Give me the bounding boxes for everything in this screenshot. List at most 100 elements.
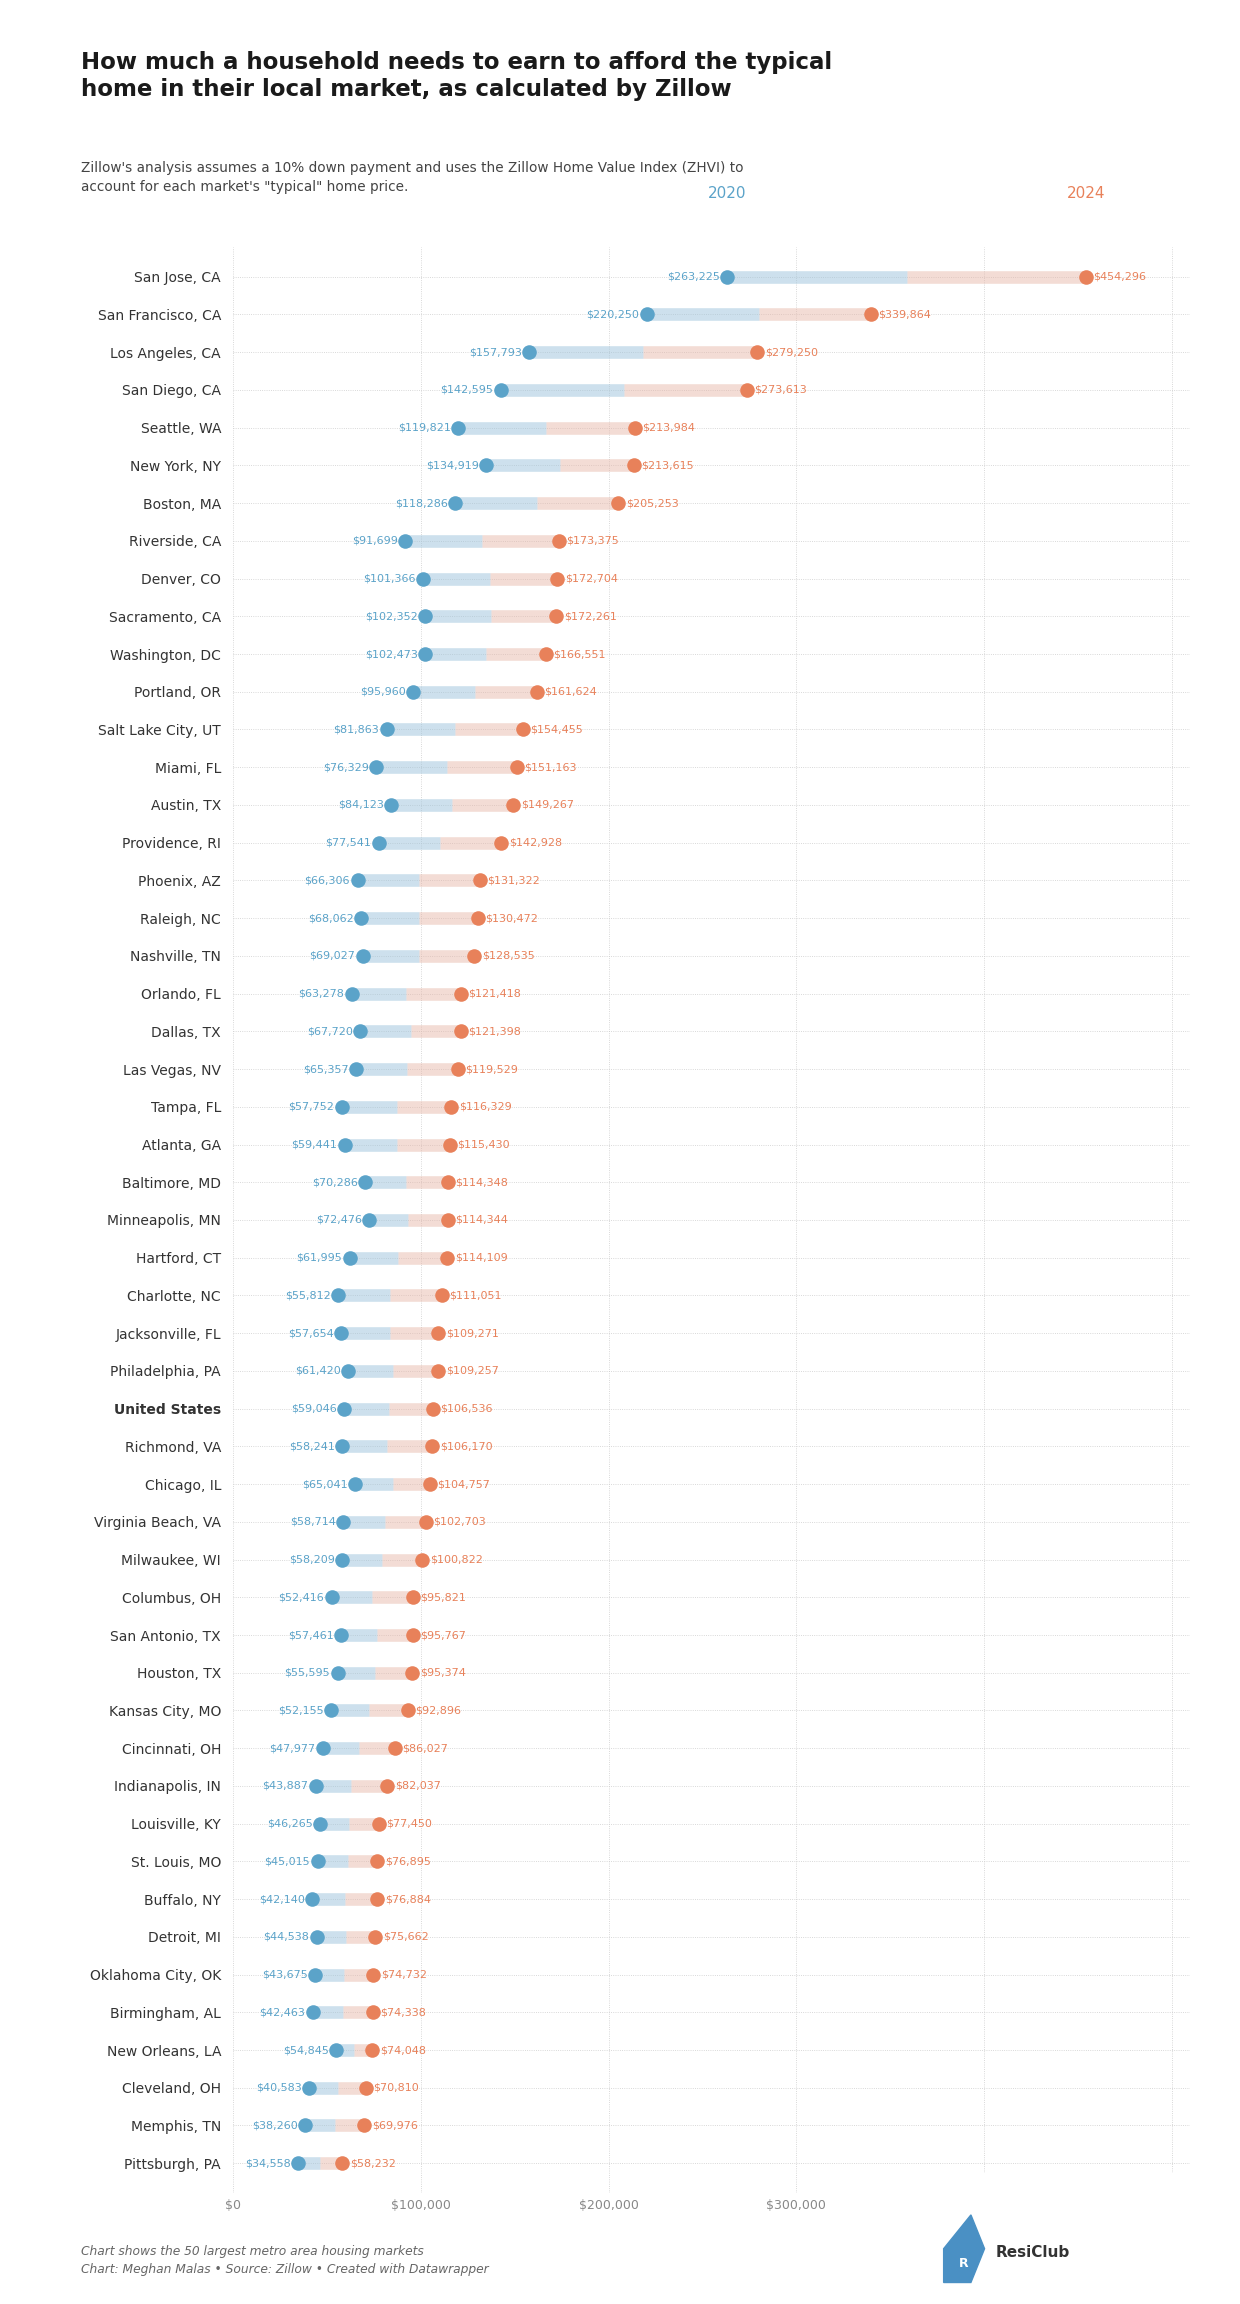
Point [438,1164,458,1200]
Point [737,371,756,408]
Point [398,1691,418,1728]
Text: $109,257: $109,257 [445,1366,498,1375]
Text: $65,357: $65,357 [303,1064,348,1074]
Text: $121,398: $121,398 [469,1025,521,1037]
Point [423,1428,443,1465]
Text: $115,430: $115,430 [458,1140,510,1150]
Text: $42,140: $42,140 [259,1894,305,1903]
Point [440,1127,460,1164]
Text: $59,441: $59,441 [291,1140,337,1150]
Point [403,1578,423,1615]
Text: $58,209: $58,209 [289,1555,335,1564]
Text: $142,928: $142,928 [508,839,562,848]
Point [331,1617,351,1654]
Text: $106,170: $106,170 [440,1442,492,1452]
Point [363,1956,383,1993]
Text: $72,476: $72,476 [316,1214,362,1226]
Point [441,1087,461,1124]
Text: Chart: Meghan Malas • Source: Zillow • Created with Datawrapper: Chart: Meghan Malas • Source: Zillow • C… [81,2263,489,2276]
Point [326,2032,346,2069]
Text: $68,062: $68,062 [308,912,353,924]
Text: Chart shows the 50 largest metro area housing markets: Chart shows the 50 largest metro area ho… [81,2244,423,2258]
Point [503,786,523,823]
Point [334,1505,353,1541]
Point [353,938,373,975]
Point [331,1087,351,1124]
Text: $91,699: $91,699 [352,537,398,546]
Point [340,1240,360,1276]
Point [362,2032,382,2069]
Text: $69,027: $69,027 [309,952,355,961]
Text: $74,732: $74,732 [381,1970,427,1979]
Point [342,975,362,1011]
Text: $130,472: $130,472 [486,912,538,924]
Point [609,484,629,521]
Text: $273,613: $273,613 [754,385,807,394]
Text: $61,420: $61,420 [295,1366,341,1375]
Text: $149,267: $149,267 [521,799,574,811]
Text: $46,265: $46,265 [267,1818,312,1829]
Text: $114,348: $114,348 [455,1177,508,1187]
Point [396,523,415,560]
Text: $76,895: $76,895 [384,1857,430,1866]
Point [547,597,567,634]
Text: $81,863: $81,863 [334,723,379,735]
Point [548,523,568,560]
Text: $134,919: $134,919 [427,461,479,470]
Point [310,1806,330,1843]
Text: $161,624: $161,624 [544,687,596,696]
Point [377,712,397,749]
Point [470,862,490,899]
Point [432,1276,451,1313]
Point [717,258,737,295]
Text: $58,232: $58,232 [350,2159,396,2168]
Text: ResiClub: ResiClub [996,2246,1070,2260]
Point [368,1806,388,1843]
Point [366,1919,386,1956]
Text: $57,752: $57,752 [288,1101,334,1113]
Text: $75,662: $75,662 [383,1931,429,1942]
Text: $172,704: $172,704 [564,574,618,583]
Point [861,295,880,332]
Text: $220,250: $220,250 [587,309,639,320]
Point [420,1465,440,1502]
Text: $213,984: $213,984 [642,422,696,433]
Text: $118,286: $118,286 [394,498,448,509]
Text: $69,976: $69,976 [372,2120,418,2131]
Text: $102,703: $102,703 [434,1516,486,1528]
Point [332,2145,352,2182]
Point [303,1880,322,1917]
Text: $66,306: $66,306 [305,876,350,885]
Point [303,1993,322,2030]
Text: $95,767: $95,767 [420,1629,466,1640]
Text: $121,418: $121,418 [469,988,522,998]
Text: $74,338: $74,338 [381,2007,427,2018]
Text: $54,845: $54,845 [283,2046,329,2055]
Text: $111,051: $111,051 [449,1290,502,1299]
Point [321,1691,341,1728]
Point [384,1730,404,1767]
Point [339,1352,358,1389]
Text: $109,271: $109,271 [445,1327,498,1339]
Point [351,899,371,935]
Text: $57,461: $57,461 [288,1629,334,1640]
Text: $59,046: $59,046 [290,1403,336,1415]
Point [403,1617,423,1654]
Text: $86,027: $86,027 [402,1744,448,1753]
Point [415,1505,435,1541]
Text: $95,960: $95,960 [360,687,405,696]
Text: $67,720: $67,720 [306,1025,352,1037]
Point [363,1993,383,2030]
Text: $61,995: $61,995 [296,1253,342,1263]
Text: $279,250: $279,250 [765,348,818,357]
Point [547,560,567,597]
Text: R: R [960,2258,968,2269]
Text: $70,810: $70,810 [373,2083,419,2092]
Text: $339,864: $339,864 [879,309,931,320]
Text: $43,887: $43,887 [262,1781,308,1790]
Text: $114,109: $114,109 [455,1253,507,1263]
Point [403,673,423,710]
Text: $131,322: $131,322 [487,876,539,885]
Point [428,1352,448,1389]
Text: $100,822: $100,822 [430,1555,482,1564]
